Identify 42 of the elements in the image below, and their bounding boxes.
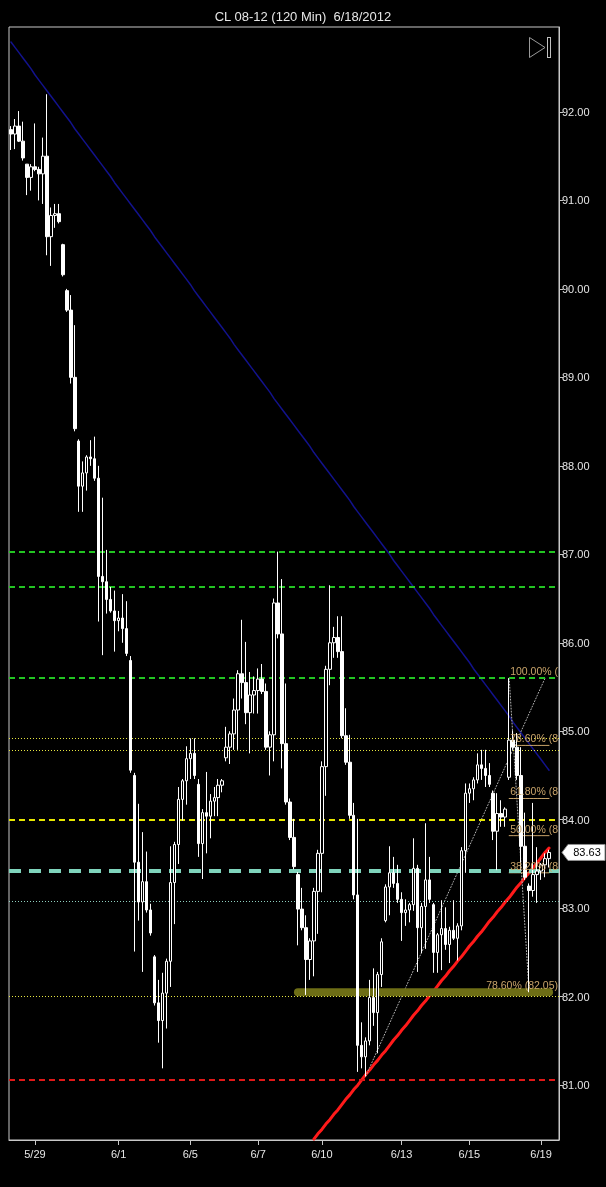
y-tick-label: 86.00 [562, 636, 590, 649]
candlestick [256, 667, 260, 715]
y-tick-label: 87.00 [562, 548, 590, 561]
candlestick [77, 438, 80, 513]
text: 83.63 [573, 846, 601, 859]
candlestick [133, 772, 136, 953]
y-tick-label: 82.00 [562, 990, 590, 1003]
chart-title: CL 08-12 (120 Min) 6/18/2012 [214, 9, 392, 24]
y-tick-label: 81.00 [562, 1079, 590, 1092]
candlestick [495, 792, 499, 871]
y-tick-label: 85.00 [562, 725, 590, 738]
candlestick [424, 822, 427, 950]
candlestick [224, 726, 228, 762]
x-tick-label: 6/15 [458, 1147, 481, 1160]
candlestick [216, 778, 220, 817]
candlestick [25, 163, 29, 196]
candlestick [484, 749, 487, 788]
y-tick-label: 84.00 [562, 813, 590, 826]
candlestick [440, 899, 443, 971]
x-tick-label: 6/10 [311, 1147, 333, 1160]
x-tick-label: 5/29 [24, 1147, 46, 1160]
x-tick-label: 6/7 [250, 1147, 266, 1160]
y-tick-label: 91.00 [562, 194, 590, 207]
y-tick-label: 88.00 [562, 459, 590, 472]
y-tick-label: 90.00 [562, 282, 590, 295]
x-tick-label: 6/19 [530, 1147, 552, 1160]
candlestick [432, 902, 435, 974]
candlestick [57, 203, 61, 224]
candlestick [113, 590, 116, 653]
candlestick [507, 677, 511, 781]
y-tick-label: 83.00 [562, 902, 590, 915]
x-tick-label: 6/5 [182, 1147, 198, 1160]
annotation: 100.00% ( [510, 665, 559, 678]
x-tick-label: 6/13 [390, 1147, 413, 1160]
candlestick [296, 871, 300, 946]
candlestick [193, 737, 196, 780]
line-series [10, 41, 550, 771]
y-tick-label: 92.00 [562, 105, 590, 118]
candlestick [61, 243, 65, 277]
candlestick [129, 655, 132, 774]
y-tick-label: 89.00 [562, 371, 590, 384]
x-tick-label: 6/1 [110, 1147, 127, 1160]
